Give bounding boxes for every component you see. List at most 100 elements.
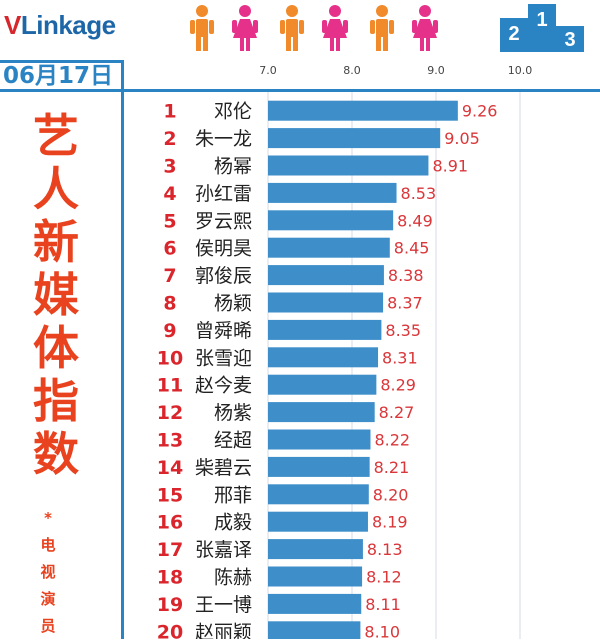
artist-name-label: 柴碧云: [195, 457, 252, 479]
chart-subtitle-char: 视: [40, 563, 56, 581]
score-bar: [268, 319, 382, 340]
female-figure-icon: [322, 5, 348, 51]
value-label: 8.45: [394, 239, 430, 258]
date-label: 06月17日: [0, 60, 124, 92]
value-label: 8.21: [374, 458, 410, 477]
score-bar: [268, 429, 371, 450]
chart-subtitle: * 电视演员: [36, 505, 60, 640]
score-bar: [268, 155, 429, 176]
artist-name-label: 朱一龙: [195, 128, 252, 150]
artist-name-label: 孙红雷: [195, 183, 252, 205]
people-icon-row: [190, 5, 438, 51]
score-bar: [268, 593, 362, 614]
male-figure-icon: [280, 5, 304, 51]
artist-name-label: 杨紫: [214, 402, 252, 424]
chart-title-char: 艺: [33, 109, 79, 163]
podium-second-digit: 2: [508, 23, 519, 45]
rank-label: 3: [163, 156, 176, 178]
rank-label: 17: [157, 539, 183, 561]
score-bar: [268, 128, 441, 149]
value-label: 8.38: [388, 266, 424, 285]
score-bar: [268, 347, 379, 368]
chart-title-char: 数: [33, 427, 79, 481]
artist-name-label: 罗云熙: [195, 210, 252, 232]
value-label: 8.12: [366, 568, 402, 587]
artist-name-label: 邓伦: [214, 101, 252, 123]
rank-label: 6: [163, 238, 176, 260]
value-label: 9.05: [444, 129, 480, 148]
x-tick-label: 10.0: [508, 64, 533, 77]
x-tick-label: 9.0: [427, 64, 445, 77]
score-bar: [268, 539, 363, 560]
rank-label: 1: [163, 101, 176, 123]
value-label: 8.13: [367, 540, 403, 559]
artist-name-label: 陈赫: [214, 567, 252, 589]
value-label: 8.22: [374, 431, 410, 450]
score-bar: [268, 621, 361, 639]
score-bar: [268, 484, 369, 505]
rank-label: 19: [157, 594, 183, 616]
value-label: 9.26: [462, 102, 498, 121]
artist-name-label: 赵丽颖: [195, 621, 252, 639]
male-figure-icon: [370, 5, 394, 51]
chart-title-char: 人: [33, 162, 79, 216]
chart-title-char: 媒: [33, 268, 79, 322]
score-bar: [268, 402, 375, 423]
rank-label: 7: [163, 265, 176, 287]
chart-title-char: 新: [33, 215, 79, 269]
artist-name-label: 张雪迎: [195, 347, 252, 369]
artist-name-label: 杨幂: [214, 156, 252, 178]
score-bar: [268, 456, 370, 477]
artist-name-label: 赵今麦: [195, 375, 252, 397]
podium-first-digit: 1: [536, 9, 547, 31]
artist-name-label: 邢菲: [214, 484, 252, 506]
score-bar: [268, 292, 384, 313]
vlinkage-logo: VLinkage: [4, 10, 116, 40]
artist-name-label: 王一博: [195, 594, 252, 616]
value-label: 8.29: [380, 376, 416, 395]
value-label: 8.91: [432, 157, 468, 176]
artist-name-label: 郭俊辰: [195, 265, 252, 287]
artist-name-label: 曾舜晞: [195, 320, 252, 342]
chart-subtitle-char: *: [44, 509, 52, 527]
artist-name-label: 经超: [214, 430, 252, 452]
score-bar: [268, 182, 397, 203]
rank-label: 2: [163, 128, 176, 150]
score-bar: [268, 237, 390, 258]
artist-name-label: 成毅: [214, 512, 252, 534]
male-figure-icon: [190, 5, 214, 51]
chart-title-char: 指: [33, 374, 79, 428]
header-rule: [124, 89, 600, 92]
rank-label: 5: [163, 210, 176, 232]
rank-label: 4: [163, 183, 176, 205]
rank-label: 11: [157, 375, 183, 397]
value-label: 8.11: [365, 595, 401, 614]
score-bar: [268, 265, 384, 286]
artist-name-label: 侯明昊: [195, 238, 252, 260]
chart-title-char: 体: [33, 321, 79, 375]
podium-third-digit: 3: [564, 29, 575, 51]
chart-subtitle-char: 电: [40, 536, 56, 554]
x-tick-label: 8.0: [343, 64, 361, 77]
score-bar: [268, 210, 394, 231]
podium-icon: 2 1 3: [500, 4, 584, 52]
rank-label: 12: [157, 402, 183, 424]
rank-label: 8: [163, 293, 176, 315]
rank-label: 16: [157, 512, 183, 534]
female-figure-icon: [412, 5, 438, 51]
value-label: 8.10: [364, 622, 400, 639]
value-label: 8.35: [385, 321, 421, 340]
rank-label: 14: [157, 457, 183, 479]
value-label: 8.37: [387, 294, 423, 313]
value-label: 8.31: [382, 348, 418, 367]
score-bar: [268, 511, 368, 532]
rank-label: 13: [157, 430, 183, 452]
value-label: 8.49: [397, 211, 433, 230]
artist-name-label: 张嘉译: [195, 539, 252, 561]
x-tick-label: 7.0: [259, 64, 277, 77]
value-label: 8.53: [401, 184, 437, 203]
female-figure-icon: [232, 5, 258, 51]
rank-label: 10: [157, 347, 183, 369]
side-panel: [0, 92, 124, 639]
